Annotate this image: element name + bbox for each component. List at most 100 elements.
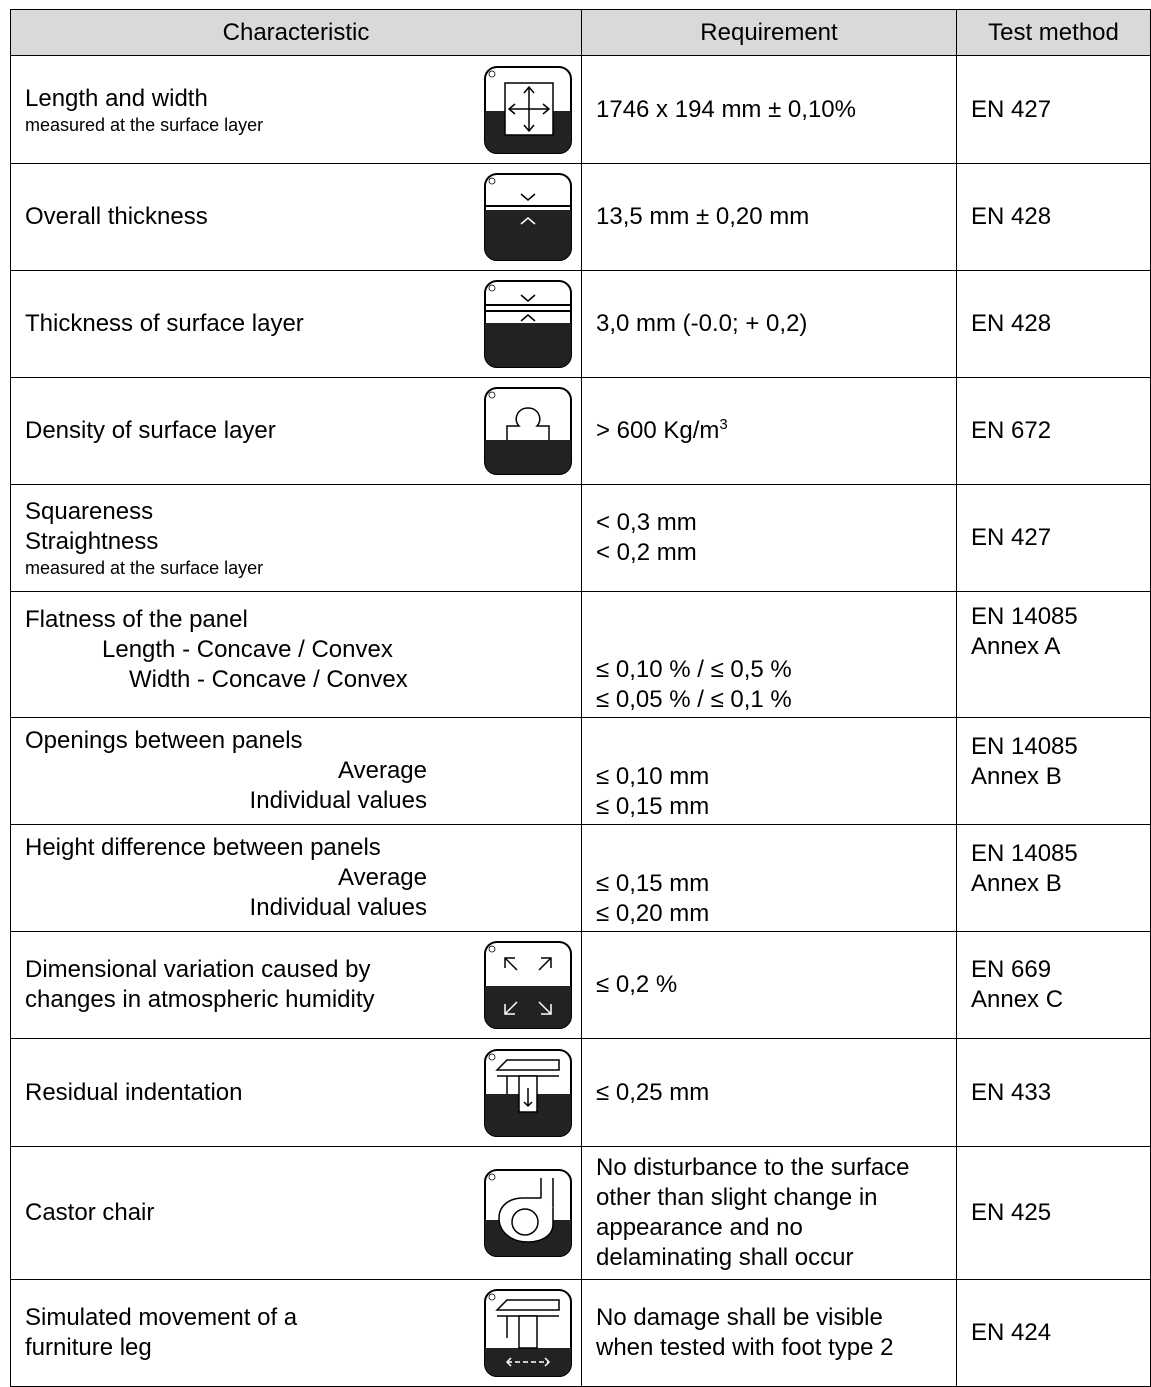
table-row: Squareness Straightness measured at the …	[10, 484, 1151, 592]
table-row: Castor chair No disturbance to the surfa…	[10, 1146, 1151, 1280]
specification-table: Characteristic Requirement Test method L…	[10, 9, 1151, 1387]
characteristic-text: furniture leg	[25, 1334, 152, 1361]
test-method-text: EN 433	[971, 1078, 1052, 1106]
characteristic-cell: Castor chair	[10, 1146, 582, 1280]
requirement-cell: No disturbance to the surface other than…	[581, 1146, 957, 1280]
requirement-text: ≤ 0,25 mm	[596, 1078, 710, 1106]
requirement-text: 13,5 mm ± 0,20 mm	[596, 203, 810, 230]
table-row: Flatness of the panel Length - Concave /…	[10, 591, 1151, 718]
thickness-icon	[484, 173, 572, 261]
test-method-cell: EN 428	[956, 163, 1151, 271]
requirement-text: ≤ 0,20 mm	[596, 900, 710, 927]
characteristic-cell: Height difference between panels Average…	[10, 824, 582, 932]
header-test-method: Test method	[956, 9, 1151, 56]
characteristic-text: Overall thickness	[25, 203, 208, 230]
requirement-cell: > 600 Kg/m3	[581, 377, 957, 485]
characteristic-text: Squareness	[25, 498, 154, 525]
characteristic-subtext: Average	[338, 757, 427, 784]
test-method-text: EN 14085	[971, 840, 1078, 867]
requirement-superscript: 3	[719, 416, 728, 433]
castor-chair-icon	[484, 1169, 572, 1257]
characteristic-cell: Squareness Straightness measured at the …	[10, 484, 582, 592]
test-method-cell: EN 672	[956, 377, 1151, 485]
test-method-cell: EN 14085 Annex B	[956, 717, 1151, 825]
requirement-text: ≤ 0,15 mm	[596, 793, 710, 820]
test-method-cell: EN 425	[956, 1146, 1151, 1280]
table-row: Height difference between panels Average…	[10, 824, 1151, 932]
furniture-leg-icon	[484, 1289, 572, 1377]
test-method-cell: EN 14085 Annex B	[956, 824, 1151, 932]
requirement-text: ≤ 0,15 mm	[596, 870, 710, 897]
requirement-text: ≤ 0,10 mm	[596, 763, 710, 790]
characteristic-text: Simulated movement of a	[25, 1304, 298, 1331]
test-method-text: EN 425	[971, 1199, 1052, 1226]
test-method-cell: EN 428	[956, 270, 1151, 378]
test-method-cell: EN 424	[956, 1279, 1151, 1387]
characteristic-cell: Length and width measured at the surface…	[10, 55, 582, 164]
test-method-text: EN 428	[971, 310, 1052, 337]
table-row: Density of surface layer > 600 Kg/m3 EN …	[10, 377, 1151, 485]
test-method-cell: EN 427	[956, 55, 1151, 164]
header-row: Characteristic Requirement Test method	[10, 9, 1151, 56]
characteristic-cell: Thickness of surface layer	[10, 270, 582, 378]
requirement-text: ≤ 0,10 % / ≤ 0,5 %	[596, 656, 792, 683]
requirement-text: when tested with foot type 2	[596, 1334, 894, 1361]
characteristic-text: changes in atmospheric humidity	[25, 986, 375, 1013]
characteristic-note: measured at the surface layer	[25, 558, 264, 578]
test-method-text: EN 427	[971, 95, 1052, 123]
characteristic-cell: Openings between panels Average Individu…	[10, 717, 582, 825]
humidity-variation-icon	[484, 941, 572, 1029]
requirement-text: 3,0 mm (-0.0; + 0,2)	[596, 310, 808, 337]
table-row: Length and width measured at the surface…	[10, 55, 1151, 164]
characteristic-cell: Density of surface layer	[10, 377, 582, 485]
test-method-text: EN 14085	[971, 733, 1078, 760]
characteristic-note: measured at the surface layer	[25, 114, 264, 135]
requirement-cell: 3,0 mm (-0.0; + 0,2)	[581, 270, 957, 378]
characteristic-text: Flatness of the panel	[25, 605, 248, 633]
characteristic-subtext: Length - Concave / Convex	[102, 635, 393, 663]
test-method-text: Annex C	[971, 986, 1064, 1013]
table-row: Openings between panels Average Individu…	[10, 717, 1151, 825]
characteristic-subtext: Individual values	[249, 894, 427, 921]
table-row: Thickness of surface layer 3,0 mm (-0.0;…	[10, 270, 1151, 378]
requirement-cell: ≤ 0,2 %	[581, 931, 957, 1039]
requirement-cell: ≤ 0,25 mm	[581, 1038, 957, 1147]
requirement-text: < 0,2 mm	[596, 539, 697, 566]
characteristic-text: Straightness	[25, 528, 159, 555]
characteristic-subtext: Width - Concave / Convex	[129, 665, 408, 693]
characteristic-cell: Dimensional variation caused by changes …	[10, 931, 582, 1039]
requirement-text: ≤ 0,2 %	[596, 971, 678, 998]
characteristic-cell: Flatness of the panel Length - Concave /…	[10, 591, 582, 718]
characteristic-text: Density of surface layer	[25, 417, 276, 444]
characteristic-cell: Overall thickness	[10, 163, 582, 271]
table-row: Dimensional variation caused by changes …	[10, 931, 1151, 1039]
characteristic-cell: Simulated movement of a furniture leg	[10, 1279, 582, 1387]
characteristic-subtext: Individual values	[249, 787, 427, 814]
requirement-cell: 1746 x 194 mm ± 0,10%	[581, 55, 957, 164]
characteristic-text: Openings between panels	[25, 727, 303, 754]
header-requirement: Requirement	[581, 9, 957, 56]
characteristic-text: Thickness of surface layer	[25, 310, 304, 337]
characteristic-text: Height difference between panels	[25, 834, 381, 861]
test-method-text: Annex B	[971, 763, 1062, 790]
requirement-text: > 600 Kg/m	[596, 417, 720, 444]
requirement-cell: ≤ 0,10 mm ≤ 0,15 mm	[581, 717, 957, 825]
test-method-text: EN 427	[971, 524, 1052, 551]
requirement-cell: < 0,3 mm < 0,2 mm	[581, 484, 957, 592]
requirement-text: delaminating shall occur	[596, 1244, 854, 1271]
test-method-text: EN 424	[971, 1319, 1052, 1346]
characteristic-cell: Residual indentation	[10, 1038, 582, 1147]
requirement-cell: 13,5 mm ± 0,20 mm	[581, 163, 957, 271]
characteristic-text: Castor chair	[25, 1199, 155, 1226]
test-method-cell: EN 14085 Annex A	[956, 591, 1151, 718]
table-row: Simulated movement of a furniture leg	[10, 1279, 1151, 1387]
test-method-text: Annex A	[971, 633, 1061, 660]
test-method-cell: EN 433	[956, 1038, 1151, 1147]
surface-thickness-icon	[484, 280, 572, 368]
requirement-cell: ≤ 0,10 % / ≤ 0,5 % ≤ 0,05 % / ≤ 0,1 %	[581, 591, 957, 718]
characteristic-text: Length and width	[25, 84, 208, 112]
test-method-text: EN 428	[971, 203, 1052, 230]
table-row: Residual indentation ≤ 0,25 mm	[10, 1038, 1151, 1147]
table-row: Overall thickness 13,5 mm ± 0,20 mm EN 4…	[10, 163, 1151, 271]
requirement-text: ≤ 0,05 % / ≤ 0,1 %	[596, 686, 792, 713]
